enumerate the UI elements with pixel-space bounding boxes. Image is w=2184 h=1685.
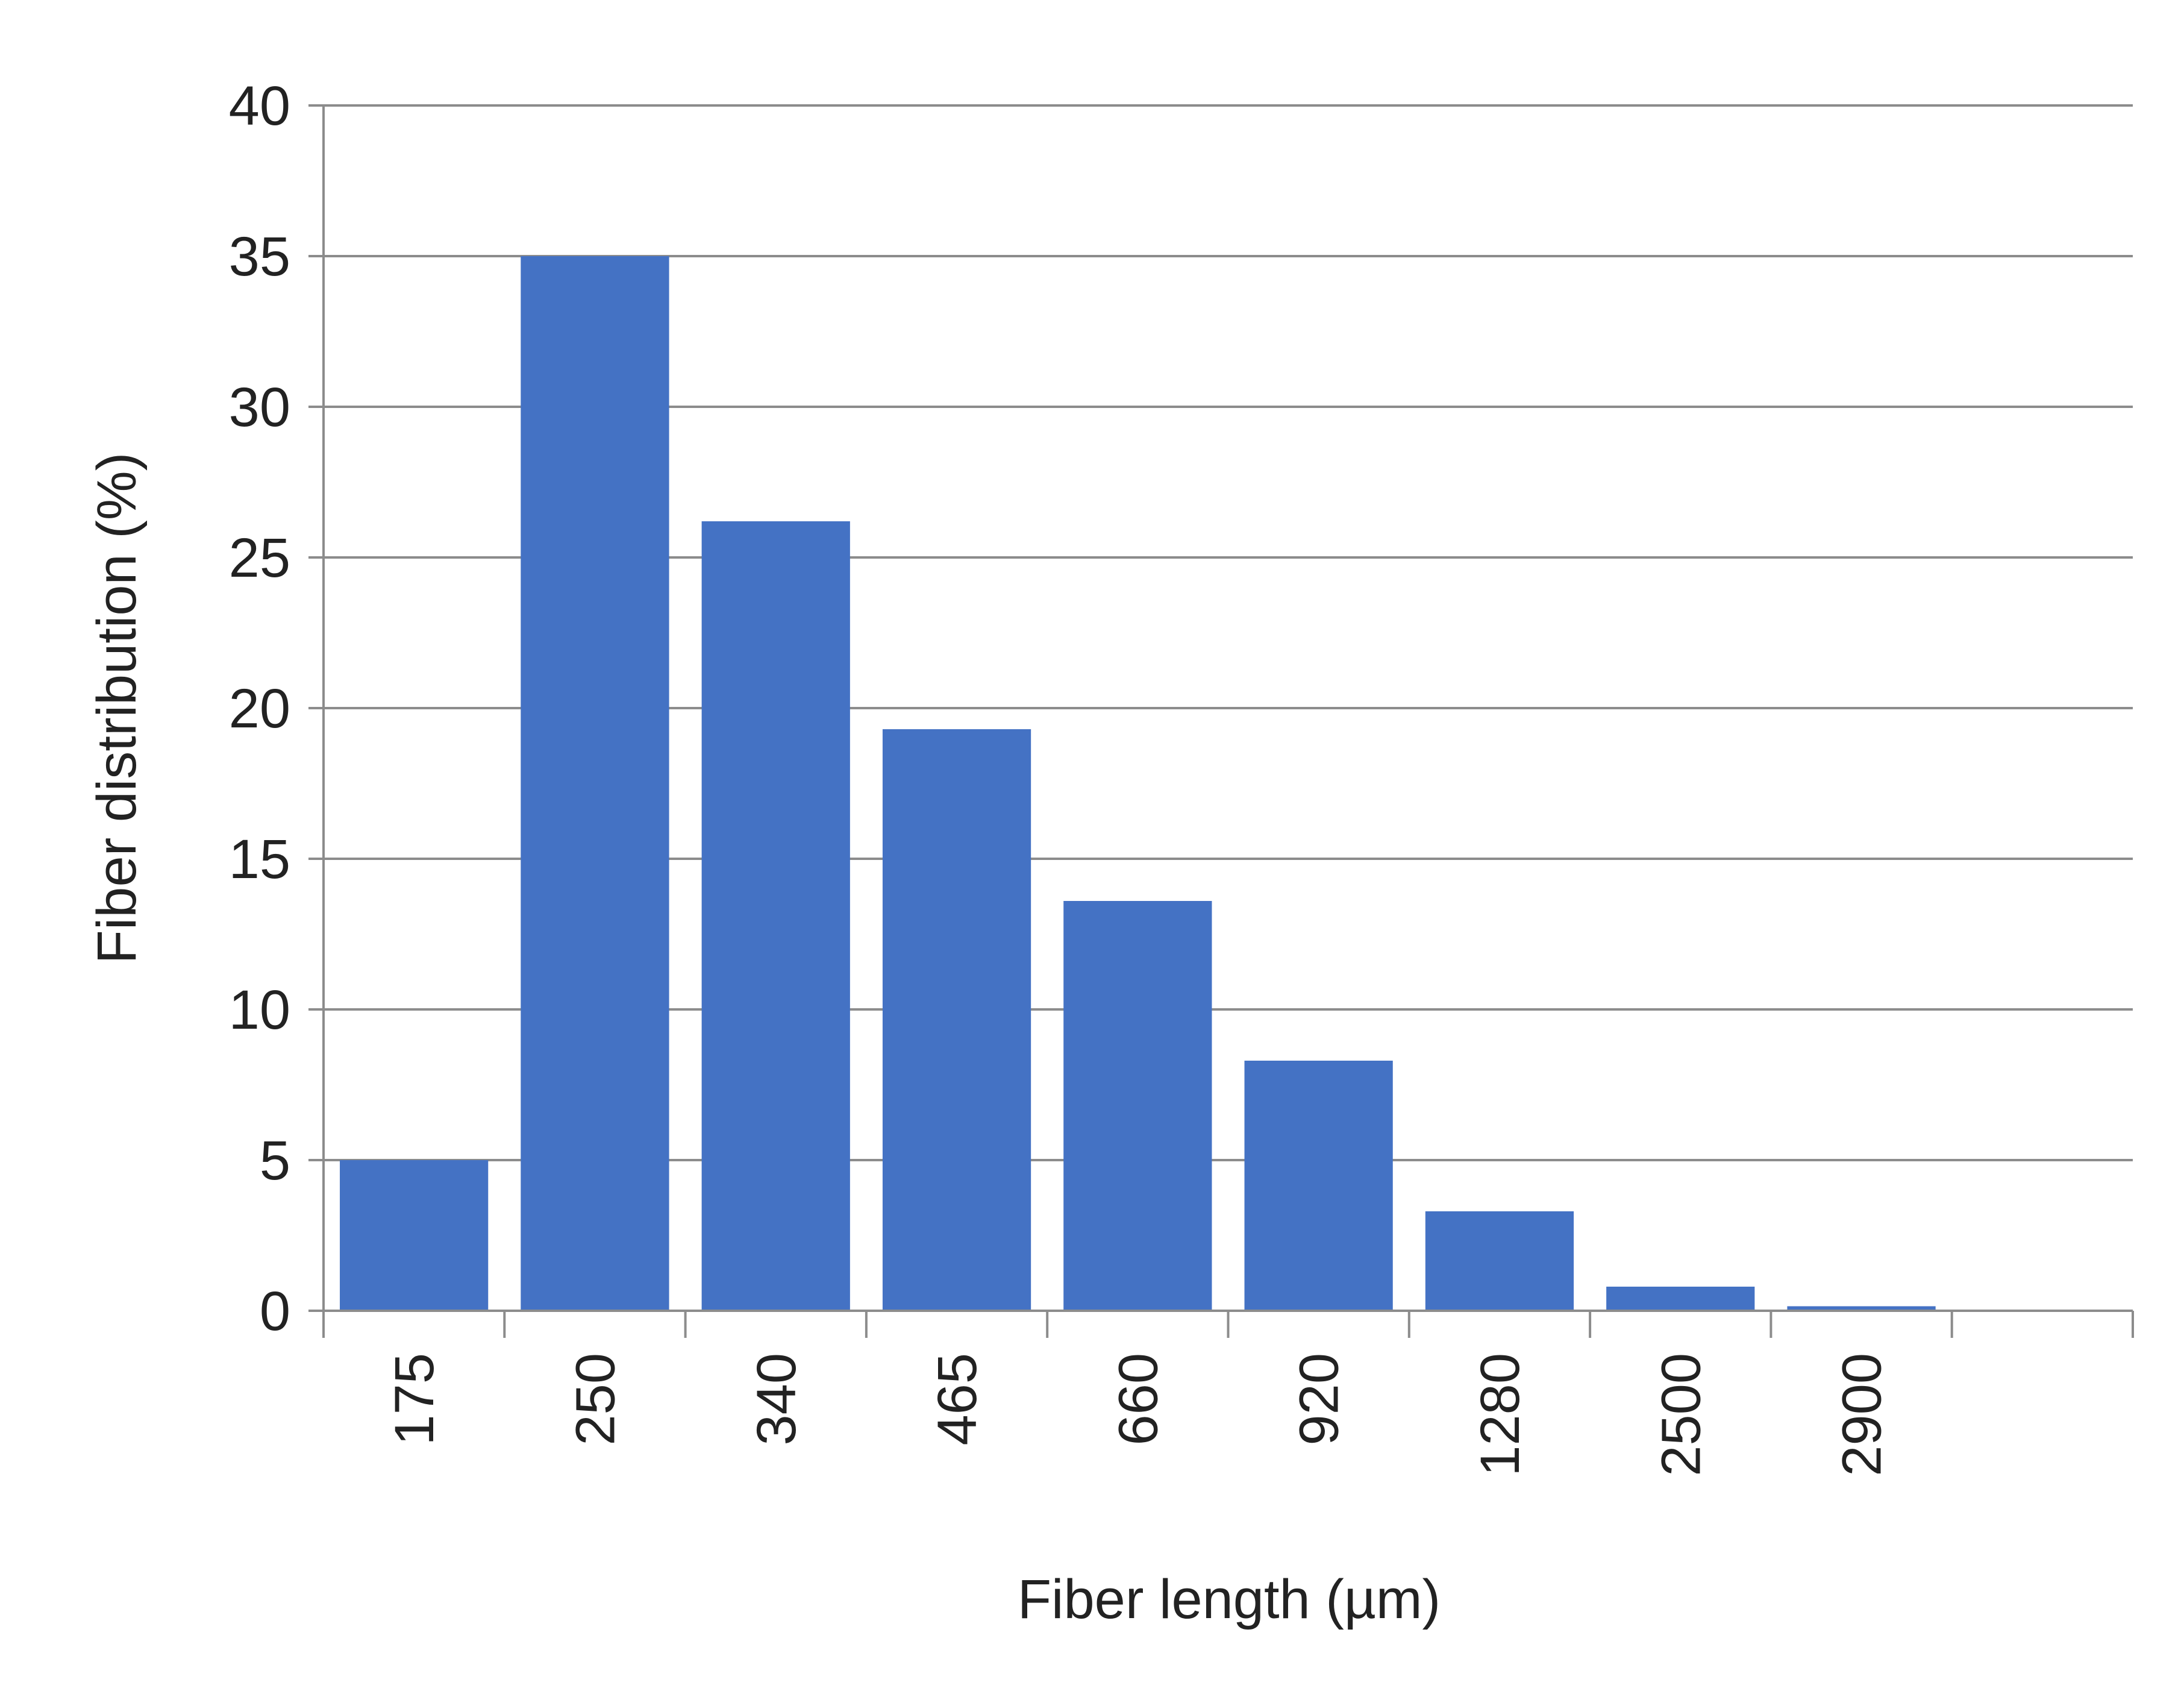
y-axis-title: Fiber distribution (%)	[86, 453, 148, 964]
y-tick-label: 0	[260, 1281, 290, 1342]
y-tick-label: 20	[229, 678, 290, 739]
bar	[882, 729, 1031, 1311]
bar	[340, 1160, 489, 1311]
x-tick-label: 920	[1289, 1353, 1350, 1446]
x-tick-label: 660	[1107, 1353, 1169, 1446]
bars	[340, 256, 1936, 1311]
y-tick-label: 30	[229, 377, 290, 438]
x-tick-label: 175	[384, 1353, 445, 1446]
x-tick-label: 340	[746, 1353, 807, 1446]
bar	[701, 521, 850, 1311]
axes	[322, 105, 2134, 1338]
x-tick-labels: 175 250 340 465 660 920 1280 2500 2900	[384, 1353, 1892, 1476]
y-tick-label: 35	[229, 226, 290, 287]
x-tick-label: 2500	[1650, 1353, 1712, 1476]
x-axis-title: Fiber length (µm)	[1018, 1569, 1441, 1630]
y-tick-label: 15	[229, 829, 290, 890]
bar	[1425, 1211, 1574, 1311]
bar	[1606, 1287, 1755, 1311]
x-tick-label: 1280	[1469, 1353, 1531, 1476]
y-tick-label: 10	[229, 979, 290, 1041]
x-tick-label: 465	[927, 1353, 988, 1446]
y-tick-label: 25	[229, 527, 290, 589]
y-tick-label: 5	[260, 1130, 290, 1191]
y-tick-label: 40	[229, 75, 290, 137]
bar	[521, 256, 669, 1311]
bar	[1244, 1061, 1393, 1311]
bar	[1063, 901, 1212, 1311]
x-tick-label: 250	[565, 1353, 626, 1446]
y-tick-labels: 0 5 10 15 20 25 30 35 40	[229, 75, 290, 1342]
bar	[1787, 1306, 1936, 1311]
x-tick-label: 2900	[1832, 1353, 1893, 1476]
